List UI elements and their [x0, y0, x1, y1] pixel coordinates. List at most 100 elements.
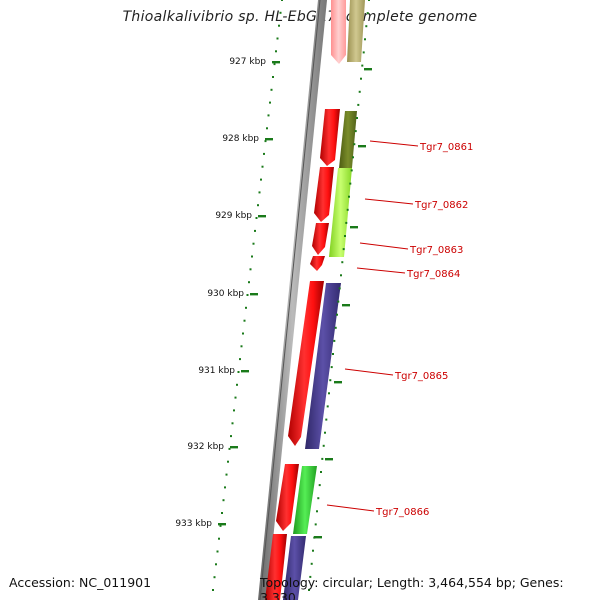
ruler-dot-left [272, 76, 274, 78]
ruler-label: 929 kbp [215, 211, 252, 221]
ruler-dot-right [347, 209, 349, 211]
ruler-dot-left [277, 38, 279, 40]
ruler-dot-right [348, 196, 350, 198]
ruler-dot-right [368, 0, 370, 1]
ruler-dot-right [331, 366, 333, 368]
ruler-dot-right [315, 523, 317, 525]
ruler-dot-right [328, 392, 330, 394]
gene-label[interactable]: Tgr7_0862 [414, 200, 468, 211]
ruler-dot-left [245, 307, 247, 309]
ruler-dot-right [323, 445, 325, 447]
ruler-dot-left [214, 576, 216, 578]
gene-label[interactable]: Tgr7_0864 [406, 269, 460, 280]
ruler-dot-left [254, 230, 256, 232]
ruler-dot-right [321, 458, 323, 460]
ruler-major-tick [218, 523, 226, 525]
gene-arrow-red-0861[interactable] [320, 109, 340, 166]
ruler-dot-right [329, 379, 331, 381]
ruler-major-tick [250, 293, 258, 295]
ruler-label: 928 kbp [222, 134, 259, 144]
ruler-dot-right [335, 327, 337, 329]
ruler-label: 930 kbp [207, 289, 244, 299]
ruler-label: 932 kbp [187, 442, 224, 452]
ruler-major-tick [272, 61, 280, 63]
gene-label-leader [327, 505, 374, 511]
ruler-dot-right [317, 497, 319, 499]
gene-arrow-red-0863[interactable] [312, 223, 329, 255]
ruler-dot-left [266, 127, 268, 129]
ruler-dot-left [238, 371, 240, 373]
ruler-dot-right [359, 91, 361, 93]
ruler-dot-left [253, 243, 255, 245]
ruler-dot-right [311, 563, 313, 565]
ruler-dot-right [316, 510, 318, 512]
ruler-dot-left [256, 217, 258, 219]
gene-label[interactable]: Tgr7_0861 [419, 142, 473, 153]
gene-label-leader [370, 141, 418, 146]
ruler-dot-right [355, 130, 357, 132]
ruler-dot-right [364, 38, 366, 40]
ruler-dot-left [281, 0, 283, 1]
ruler-dot-left [233, 409, 235, 411]
ruler-dot-left [262, 166, 264, 168]
ruler-dot-right [356, 117, 358, 119]
ruler-dot-left [224, 486, 226, 488]
ruler-dot-right [351, 169, 353, 171]
genome-map-view: Thioalkalivibrio sp. HL-EbGR7, complete … [0, 0, 600, 600]
ruler-dot-left [232, 422, 234, 424]
ruler-label: 933 kbp [175, 519, 212, 529]
ruler-dot-right [324, 432, 326, 434]
gene-label[interactable]: Tgr7_0863 [409, 245, 463, 256]
ruler-dot-right [336, 314, 338, 316]
ruler-dot-left [218, 538, 220, 540]
ruler-dot-left [248, 281, 250, 283]
ruler-dot-left [250, 268, 252, 270]
ruler-dot-right [319, 484, 321, 486]
accession-text: Accession: NC_011901 [9, 575, 151, 590]
ruler-dot-left [235, 397, 237, 399]
ruler-dot-left [223, 499, 225, 501]
ruler-dot-right [367, 12, 369, 14]
gene-label-leader [357, 268, 405, 273]
gene-label[interactable]: Tgr7_0865 [394, 371, 448, 382]
gene-arrow-khaki-top[interactable] [347, 0, 365, 62]
gene-label-leader [360, 243, 408, 249]
ruler-dot-left [221, 512, 223, 514]
ruler-dot-right [360, 78, 362, 80]
ruler-major-tick [265, 138, 273, 140]
ruler-dot-left [271, 89, 273, 91]
ruler-dot-left [247, 294, 249, 296]
ruler-dot-left [269, 102, 271, 104]
ruler-dot-right [344, 235, 346, 237]
ruler-major-tick [230, 446, 238, 448]
gene-arrow-red-0864[interactable] [310, 256, 325, 271]
ruler-dot-left [260, 179, 262, 181]
ruler-dot-left [230, 435, 232, 437]
ruler-major-tick-right [350, 226, 358, 228]
ruler-dot-left [239, 358, 241, 360]
ruler-dot-left [241, 345, 243, 347]
ruler-dot-left [268, 114, 270, 116]
ruler-major-tick-right [364, 68, 372, 70]
gene-label-leader [365, 199, 413, 204]
ruler-dot-right [340, 274, 342, 276]
ruler-label: 931 kbp [198, 366, 235, 376]
ruler-dot-right [353, 143, 355, 145]
ruler-major-tick-right [325, 458, 333, 460]
ruler-dot-right [345, 222, 347, 224]
ruler-dot-left [263, 153, 265, 155]
gene-label[interactable]: Tgr7_0866 [375, 507, 429, 518]
gene-block-olive-0861[interactable] [339, 111, 357, 168]
ruler-dot-right [325, 419, 327, 421]
ruler-dot-left [251, 256, 253, 258]
ruler-dot-right [349, 183, 351, 185]
ruler-label: 927 kbp [229, 57, 266, 67]
ruler-dot-right [341, 261, 343, 263]
ruler-dot-left [217, 551, 219, 553]
ruler-dot-right [361, 65, 363, 67]
gene-arrow-red-0862[interactable] [314, 167, 334, 222]
ruler-dot-left [227, 461, 229, 463]
ruler-dot-right [357, 104, 359, 106]
ruler-dot-right [363, 51, 365, 53]
gene-arrow-partial-top[interactable] [331, 0, 346, 64]
